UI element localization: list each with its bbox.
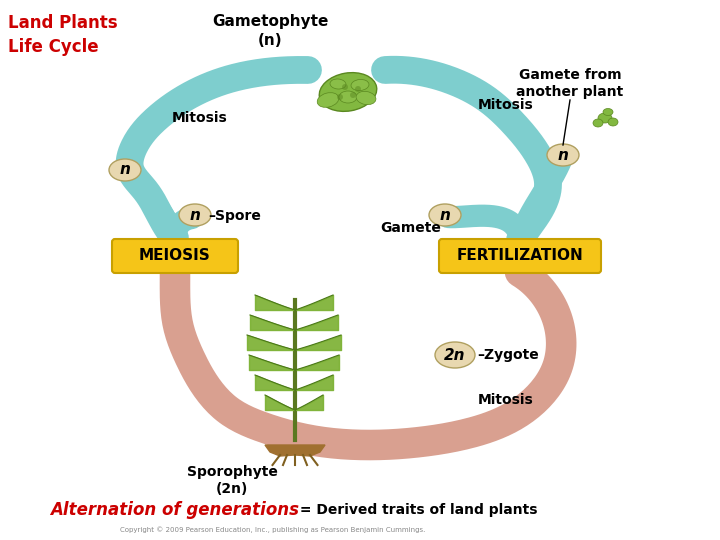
Text: Alternation of generations: Alternation of generations xyxy=(50,501,299,519)
Text: MEIOSIS: MEIOSIS xyxy=(139,248,211,264)
Ellipse shape xyxy=(435,342,475,368)
Text: Sporophyte
(2n): Sporophyte (2n) xyxy=(186,465,277,496)
Ellipse shape xyxy=(351,79,369,91)
Ellipse shape xyxy=(330,79,346,89)
Ellipse shape xyxy=(179,204,211,226)
Text: 2n: 2n xyxy=(444,348,466,362)
Ellipse shape xyxy=(429,204,461,226)
Polygon shape xyxy=(265,445,325,456)
Ellipse shape xyxy=(547,144,579,166)
Text: n: n xyxy=(120,163,130,178)
Circle shape xyxy=(337,94,343,100)
FancyBboxPatch shape xyxy=(439,239,601,273)
Ellipse shape xyxy=(603,109,613,116)
Text: –Spore: –Spore xyxy=(208,209,261,223)
Text: FERTILIZATION: FERTILIZATION xyxy=(456,248,583,264)
FancyBboxPatch shape xyxy=(112,239,238,273)
Text: Mitosis: Mitosis xyxy=(172,111,228,125)
Ellipse shape xyxy=(319,72,377,111)
Text: n: n xyxy=(189,207,200,222)
Text: Gamete: Gamete xyxy=(380,221,441,235)
Ellipse shape xyxy=(109,159,141,181)
Ellipse shape xyxy=(593,119,603,127)
Text: Land Plants
Life Cycle: Land Plants Life Cycle xyxy=(8,14,117,56)
Circle shape xyxy=(350,92,356,98)
Text: Copyright © 2009 Pearson Education, Inc., publishing as Pearson Benjamin Cumming: Copyright © 2009 Pearson Education, Inc.… xyxy=(120,526,426,534)
Circle shape xyxy=(342,84,348,90)
Text: n: n xyxy=(440,207,451,222)
Text: n: n xyxy=(557,147,568,163)
Text: –Zygote: –Zygote xyxy=(477,348,539,362)
Text: = Derived traits of land plants: = Derived traits of land plants xyxy=(295,503,538,517)
Circle shape xyxy=(355,86,361,92)
Ellipse shape xyxy=(598,113,612,123)
Text: Mitosis: Mitosis xyxy=(478,393,534,407)
Ellipse shape xyxy=(318,93,339,107)
Ellipse shape xyxy=(608,118,618,126)
Text: Mitosis: Mitosis xyxy=(478,98,534,112)
Text: Gametophyte
(n): Gametophyte (n) xyxy=(212,14,328,48)
Text: Gamete from
another plant: Gamete from another plant xyxy=(516,68,624,99)
Ellipse shape xyxy=(339,91,357,103)
Ellipse shape xyxy=(356,91,376,105)
